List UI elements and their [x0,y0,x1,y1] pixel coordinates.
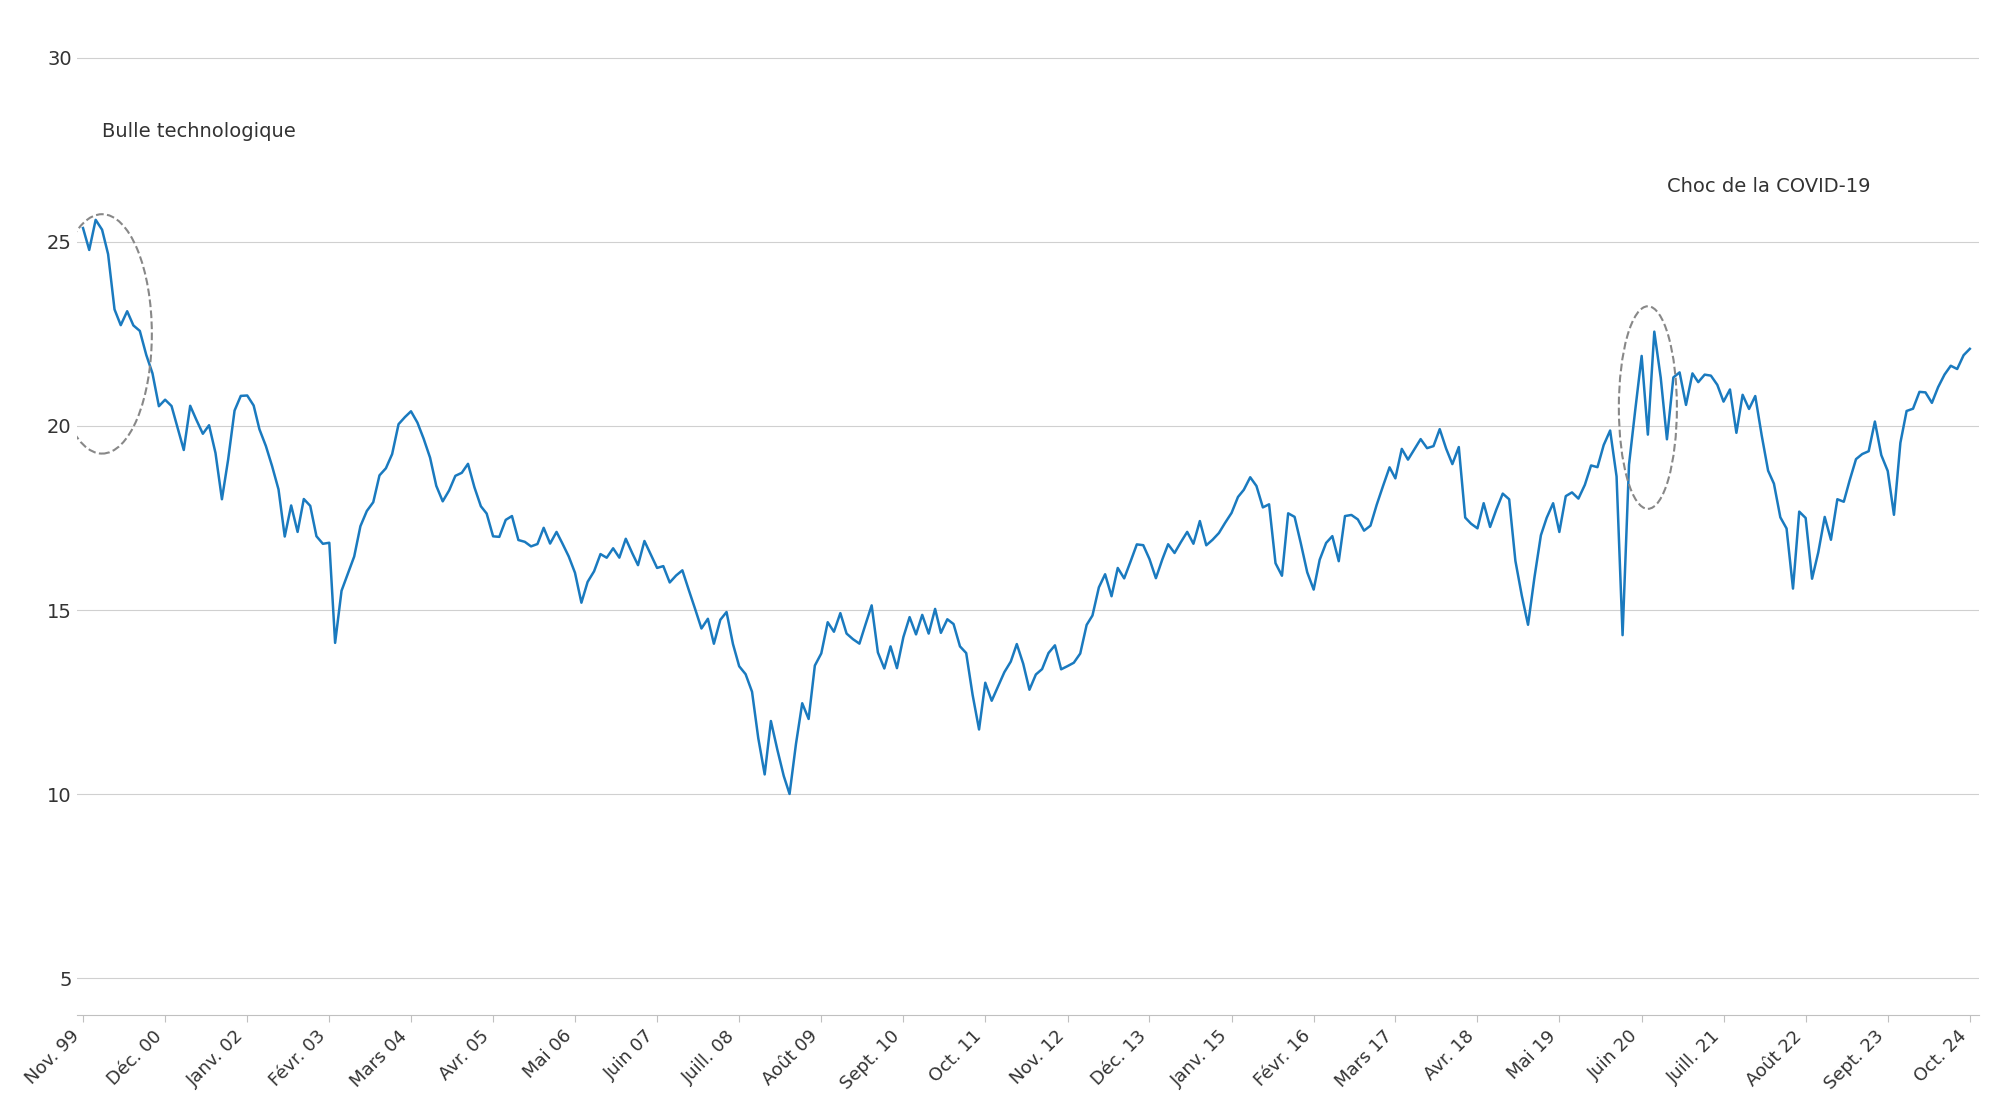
Text: Bulle technologique: Bulle technologique [102,121,296,140]
Text: Choc de la COVID-19: Choc de la COVID-19 [1666,177,1870,196]
